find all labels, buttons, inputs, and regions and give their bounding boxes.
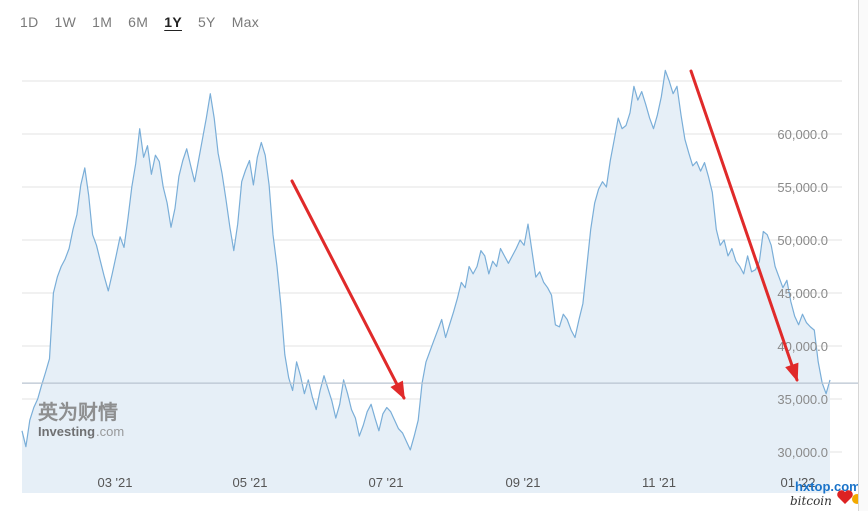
annotation-arrow-1-head	[390, 380, 405, 400]
range-btn-max[interactable]: Max	[231, 14, 260, 30]
corner-watermark-site: hxtop.com	[795, 479, 861, 494]
price-area-fill	[22, 70, 830, 494]
price-line	[21, 69, 831, 451]
range-btn-1m[interactable]: 1M	[92, 14, 113, 30]
heart-icon	[837, 490, 853, 504]
y-tick-label: 55,000.0	[777, 180, 828, 195]
range-btn-1d[interactable]: 1D	[20, 14, 39, 30]
y-tick-label: 45,000.0	[777, 286, 828, 301]
y-tick-label: 35,000.0	[777, 392, 828, 407]
annotation-arrow-2-shaft	[689, 69, 799, 382]
range-selector: 1D 1W 1M 6M 1Y 5Y Max	[12, 10, 267, 36]
x-tick-label: 11 '21	[642, 475, 676, 490]
x-tick-label: 07 '21	[368, 475, 403, 490]
x-tick-label: 09 '21	[505, 475, 540, 490]
right-scroll-edge	[858, 0, 868, 511]
range-btn-1w[interactable]: 1W	[54, 14, 77, 30]
range-btn-1y[interactable]: 1Y	[164, 14, 182, 30]
annotation-arrow-1-shaft	[290, 179, 406, 400]
x-tick-label: 05 '21	[232, 475, 267, 490]
range-btn-5y[interactable]: 5Y	[197, 14, 216, 30]
corner-watermark-bitcoin: bitcoin	[790, 494, 832, 508]
watermark-en: Investing	[38, 424, 95, 439]
range-btn-6m[interactable]: 6M	[128, 14, 149, 30]
y-tick-label: 30,000.0	[777, 445, 828, 460]
y-tick-label: 40,000.0	[777, 339, 828, 354]
x-tick-label: 01 '22	[780, 475, 815, 490]
watermark-en-suffix: .com	[96, 424, 124, 439]
watermark-cn: 英为财情	[38, 400, 118, 424]
annotation-arrow-2-head	[785, 362, 799, 382]
y-tick-label: 50,000.0	[777, 233, 828, 248]
x-tick-label: 03 '21	[97, 475, 132, 490]
y-tick-label: 60,000.0	[777, 127, 828, 142]
